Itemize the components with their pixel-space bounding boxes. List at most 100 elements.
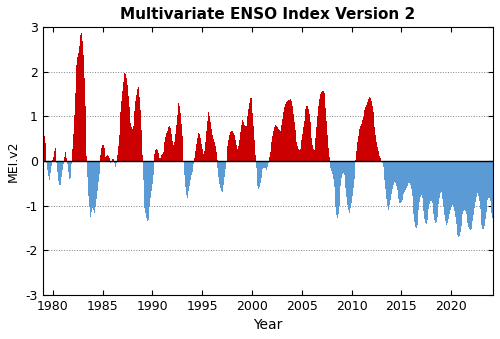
Bar (372, 106, 373, 161)
Bar (350, 161, 351, 208)
Bar (205, 142, 206, 161)
Bar (284, 104, 286, 161)
Bar (459, 161, 460, 236)
Bar (43, 142, 44, 161)
Bar (390, 161, 391, 200)
Bar (137, 88, 138, 161)
Bar (361, 124, 362, 161)
Bar (103, 145, 104, 161)
Bar (106, 157, 107, 161)
Bar (490, 161, 492, 207)
Bar (319, 99, 320, 161)
Bar (112, 159, 113, 161)
Bar (284, 107, 285, 161)
Bar (260, 161, 262, 178)
Bar (341, 161, 342, 178)
Bar (412, 161, 414, 205)
Bar (493, 161, 494, 220)
Bar (394, 161, 395, 182)
Bar (102, 145, 103, 161)
Bar (147, 161, 148, 221)
Bar (145, 161, 146, 213)
Bar (273, 131, 274, 161)
Bar (376, 142, 377, 161)
Bar (402, 161, 404, 197)
Bar (480, 161, 482, 217)
Bar (228, 140, 229, 161)
Bar (483, 161, 484, 230)
Bar (46, 161, 48, 163)
Bar (286, 102, 288, 161)
Bar (152, 161, 154, 175)
Bar (62, 161, 63, 170)
Bar (74, 93, 76, 161)
Bar (209, 116, 210, 161)
Bar (200, 138, 201, 161)
Bar (222, 161, 224, 190)
Bar (64, 152, 66, 161)
Bar (93, 161, 94, 210)
Bar (246, 122, 248, 161)
Bar (435, 161, 436, 223)
Bar (90, 161, 92, 217)
Bar (375, 135, 376, 161)
Bar (156, 148, 157, 161)
Bar (66, 158, 67, 161)
Bar (240, 132, 241, 161)
Bar (464, 161, 465, 210)
Bar (176, 125, 177, 161)
Bar (469, 161, 470, 230)
Bar (266, 161, 268, 170)
Bar (245, 126, 246, 161)
Bar (196, 144, 197, 161)
Bar (479, 161, 480, 201)
Bar (53, 157, 54, 161)
Bar (460, 161, 461, 232)
Bar (351, 161, 352, 203)
Bar (218, 161, 219, 177)
Bar (426, 161, 428, 220)
Bar (168, 127, 170, 161)
Bar (317, 116, 318, 161)
Bar (192, 161, 194, 168)
Bar (242, 120, 244, 161)
Bar (416, 161, 417, 228)
Bar (498, 161, 499, 195)
Bar (114, 161, 116, 167)
Bar (289, 100, 290, 161)
Bar (134, 111, 136, 161)
Bar (88, 161, 89, 196)
Bar (332, 161, 333, 174)
Bar (327, 135, 328, 161)
Bar (465, 161, 466, 212)
Bar (362, 120, 363, 161)
Bar (358, 131, 360, 161)
Bar (220, 161, 221, 188)
Bar (157, 151, 158, 161)
Bar (240, 125, 242, 161)
Bar (348, 161, 350, 213)
Bar (328, 158, 330, 161)
Bar (204, 151, 205, 161)
Bar (259, 161, 260, 187)
Bar (92, 161, 93, 208)
Bar (308, 109, 309, 161)
Bar (445, 161, 446, 221)
Bar (395, 161, 396, 183)
Bar (396, 161, 397, 185)
Bar (108, 158, 110, 161)
Bar (101, 148, 102, 161)
Bar (429, 161, 430, 204)
Bar (304, 114, 306, 161)
Bar (330, 161, 332, 168)
Bar (371, 101, 372, 161)
Bar (303, 127, 304, 161)
Bar (131, 127, 132, 161)
Bar (265, 161, 266, 168)
Bar (117, 155, 118, 161)
Bar (269, 157, 270, 161)
Bar (410, 161, 411, 185)
Bar (215, 146, 216, 161)
Bar (185, 161, 186, 187)
Bar (201, 144, 202, 161)
